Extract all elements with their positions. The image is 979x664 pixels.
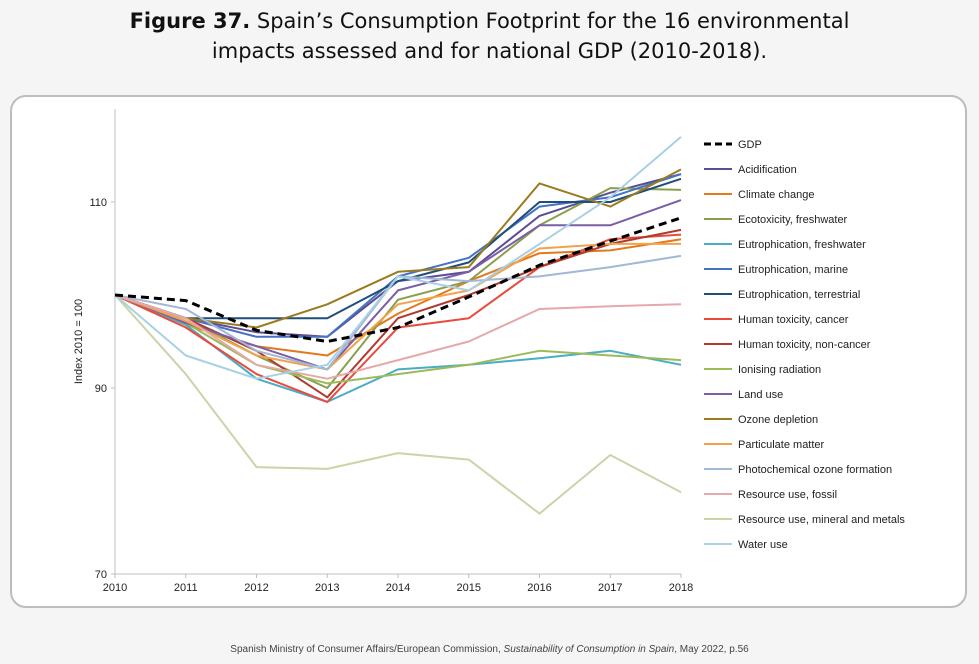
source-prefix: Spanish Ministry of Consumer Affairs/Eur…	[230, 644, 504, 655]
y-tick-label: 90	[95, 383, 107, 395]
x-tick-label: 2017	[598, 582, 622, 594]
x-tick-label: 2014	[386, 582, 410, 594]
x-tick-label: 2011	[174, 582, 198, 594]
series-line-gdp	[114, 216, 682, 343]
series-line-ionising-radiation	[114, 294, 682, 385]
legend-label-human-toxicity-non-cancer: Human toxicity, non-cancer	[738, 339, 871, 351]
series-line-resource-use-mineral-and-metals	[114, 294, 682, 515]
series-line-resource-use-fossil	[114, 294, 682, 380]
series-line-climate-change	[114, 238, 682, 357]
legend-label-photochemical-ozone-formation: Photochemical ozone formation	[738, 464, 892, 476]
y-axis-label: Index 2010 = 100	[73, 299, 85, 384]
chart-panel: 70 90 110 2010 2011 2012 2013 2014 2015 2016 2017 2…	[10, 95, 967, 608]
x-tick-label: 2018	[669, 582, 693, 594]
legend-label-ozone-depletion: Ozone depletion	[738, 414, 818, 426]
x-tick-label: 2010	[103, 582, 127, 594]
figure-title-line2: impacts assessed and for national GDP (2…	[211, 39, 768, 63]
legend-label-ecotoxicity-freshwater: Ecotoxicity, freshwater	[738, 214, 848, 226]
y-tick-label: 110	[89, 197, 107, 209]
source-suffix: , May 2022, p.56	[674, 644, 749, 655]
legend-label-particulate-matter: Particulate matter	[738, 439, 825, 451]
legend-label-resource-use-mineral-and-metals: Resource use, mineral and metals	[738, 514, 905, 526]
legend-label-ionising-radiation: Ionising radiation	[738, 364, 821, 376]
legend-label-land-use: Land use	[738, 389, 783, 401]
y-tick-label: 70	[95, 569, 107, 581]
series-line-ecotoxicity-freshwater	[114, 187, 682, 389]
legend-label-water-use: Water use	[738, 539, 788, 551]
series-line-water-use	[114, 136, 682, 380]
source-citation: Spanish Ministry of Consumer Affairs/Eur…	[0, 644, 979, 655]
legend-label-gdp: GDP	[738, 139, 762, 151]
figure-label: Figure 37.	[129, 9, 251, 33]
x-tick-label: 2012	[244, 582, 268, 594]
legend-label-resource-use-fossil: Resource use, fossil	[738, 489, 837, 501]
legend-label-human-toxicity-cancer: Human toxicity, cancer	[738, 314, 849, 326]
line-chart: 70 90 110 2010 2011 2012 2013 2014 2015 2016 2017 2…	[73, 109, 905, 594]
series-line-eutrophication-terrestrial	[114, 177, 682, 320]
legend-label-eutrophication-terrestrial: Eutrophication, terrestrial	[738, 289, 860, 301]
figure-title-line1: Spain’s Consumption Footprint for the 16…	[256, 9, 850, 33]
legend-label-climate-change: Climate change	[738, 189, 814, 201]
series-line-eutrophication-freshwater	[114, 294, 682, 403]
legend-label-eutrophication-marine: Eutrophication, marine	[738, 264, 848, 276]
source-title: Sustainability of Consumption in Spain	[503, 644, 675, 655]
series-line-ozone-depletion	[114, 168, 682, 329]
x-tick-label: 2015	[457, 582, 481, 594]
x-tick-label: 2016	[527, 582, 551, 594]
series-line-human-toxicity-non-cancer	[114, 228, 682, 399]
series-line-particulate-matter	[114, 242, 681, 371]
legend-label-eutrophication-freshwater: Eutrophication, freshwater	[738, 239, 866, 251]
x-tick-label: 2013	[315, 582, 339, 594]
series-line-land-use	[114, 199, 682, 371]
figure-title: Figure 37. Spain’s Consumption Footprint…	[0, 6, 979, 66]
legend-label-acidification: Acidification	[738, 164, 797, 176]
series-line-eutrophication-marine	[114, 173, 682, 338]
